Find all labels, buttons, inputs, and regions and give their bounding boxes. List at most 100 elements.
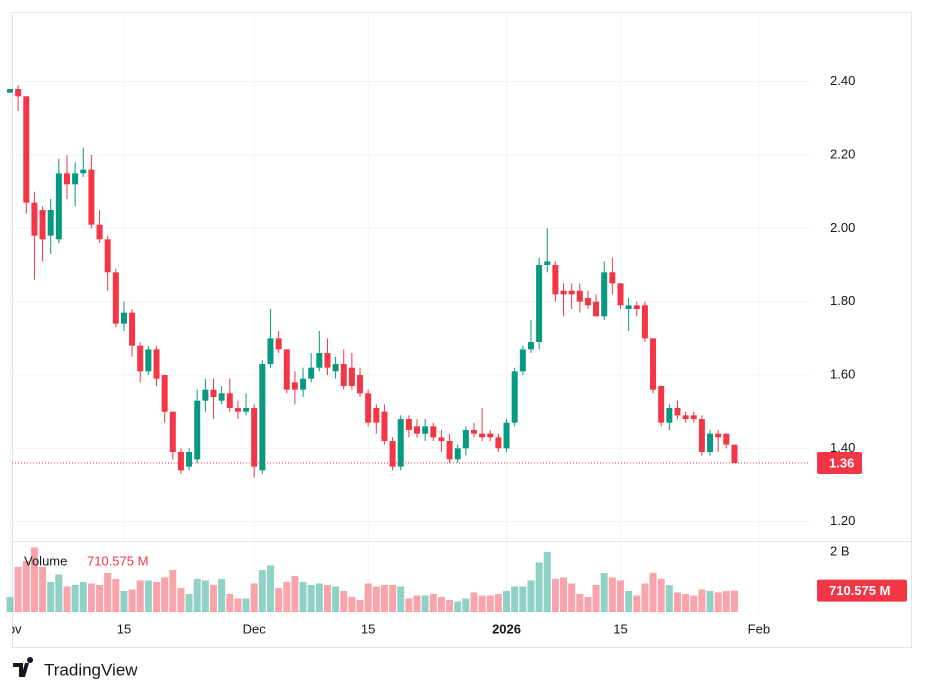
volume-bar: [39, 566, 47, 612]
volume-bar: [730, 590, 738, 612]
volume-bar: [682, 593, 690, 612]
x-tick-label: Nov: [0, 621, 22, 636]
volume-bar: [283, 581, 291, 612]
candle-body: [153, 349, 160, 379]
volume-bar: [332, 586, 340, 612]
volume-bar: [494, 593, 502, 612]
volume-bar: [120, 590, 128, 612]
x-tick-label: 2026: [492, 621, 521, 636]
volume-bar: [372, 586, 380, 612]
volume-bar: [706, 590, 714, 612]
candle-body: [682, 415, 689, 419]
volume-bar: [96, 584, 104, 612]
candle-body: [381, 411, 388, 441]
volume-bar: [560, 577, 568, 612]
y-tick-label: 2.20: [830, 146, 855, 161]
candle-body: [340, 364, 347, 386]
candle-body: [324, 353, 331, 368]
volume-bar: [356, 599, 364, 612]
volume-bar: [323, 584, 331, 612]
candle-body: [39, 210, 46, 240]
candle-body: [438, 437, 445, 441]
candle-body: [275, 338, 282, 350]
volume-bar: [617, 580, 624, 612]
candle-body: [300, 378, 307, 390]
candle-body: [568, 290, 575, 295]
candle-body: [560, 290, 567, 295]
candle-body: [650, 338, 657, 390]
x-tick-label: Dec: [243, 621, 267, 636]
volume-bar: [30, 547, 38, 612]
candle-body: [210, 389, 217, 397]
volume-bar: [486, 595, 494, 612]
volume-bar: [136, 580, 144, 612]
volume-bar: [299, 581, 307, 612]
candle-body: [251, 408, 258, 467]
candle-body: [308, 367, 315, 379]
candle-body: [137, 345, 144, 372]
candle-body: [161, 375, 168, 412]
grid: [9, 12, 810, 612]
candle-body: [389, 441, 396, 467]
volume-bar: [446, 599, 454, 612]
y-tick-label: 1.20: [830, 513, 855, 528]
candle-body: [55, 173, 62, 240]
candle-body: [487, 433, 494, 438]
volume-badge-label: 710.575 M: [829, 583, 890, 598]
y-tick-label: 1.80: [830, 293, 855, 308]
x-tick-label: 15: [361, 621, 375, 636]
volume-bar: [641, 583, 649, 612]
candle-body: [112, 272, 119, 324]
volume-bar: [568, 583, 576, 612]
candle-body: [63, 173, 70, 185]
volume-bar: [22, 560, 30, 612]
volume-bar: [673, 592, 681, 612]
volume-bar: [79, 581, 87, 612]
candle-body: [96, 224, 103, 240]
volume-bar: [478, 595, 486, 612]
candle-body: [47, 210, 54, 236]
volume-bar: [193, 578, 201, 612]
volume-bar: [551, 578, 559, 612]
chart-frame: [12, 12, 912, 648]
volume-bar: [454, 601, 462, 612]
volume-bar: [608, 577, 616, 612]
volume-bar: [161, 577, 169, 612]
volume-bar: [87, 583, 95, 612]
volume-legend-value: 710.575 M: [87, 553, 148, 568]
volume-bar: [348, 596, 356, 612]
volume-bar: [6, 596, 14, 612]
candle-body: [194, 400, 201, 460]
candle-body: [601, 272, 608, 317]
volume-bar: [250, 583, 258, 612]
volume-bar: [429, 593, 437, 612]
candle-body: [397, 419, 404, 467]
candle-body: [120, 312, 127, 324]
candle-body: [658, 386, 665, 423]
volume-bar: [242, 598, 250, 612]
candle-body: [723, 433, 730, 445]
volume-bar: [413, 595, 421, 612]
candle-body: [422, 426, 429, 434]
candle-body: [511, 371, 518, 423]
candle-body: [430, 426, 437, 438]
volume-bar: [437, 596, 445, 612]
volume-bar: [275, 587, 283, 612]
candle-body: [641, 305, 648, 339]
volume-bar: [153, 581, 161, 612]
x-tick-label: 15: [613, 621, 627, 636]
candle-body: [234, 408, 241, 412]
volume-bar: [315, 583, 323, 612]
y-tick-label: 1.40: [830, 440, 855, 455]
candle-body: [609, 272, 616, 284]
candle-body: [104, 239, 111, 273]
volume-bar: [592, 584, 600, 612]
volume-bar: [722, 590, 730, 612]
candle-body: [405, 419, 412, 430]
candle-body: [145, 349, 152, 372]
candle-body: [218, 393, 225, 401]
volume-bar: [657, 578, 665, 612]
volume-bar: [576, 593, 584, 612]
volume-bar: [307, 584, 315, 612]
